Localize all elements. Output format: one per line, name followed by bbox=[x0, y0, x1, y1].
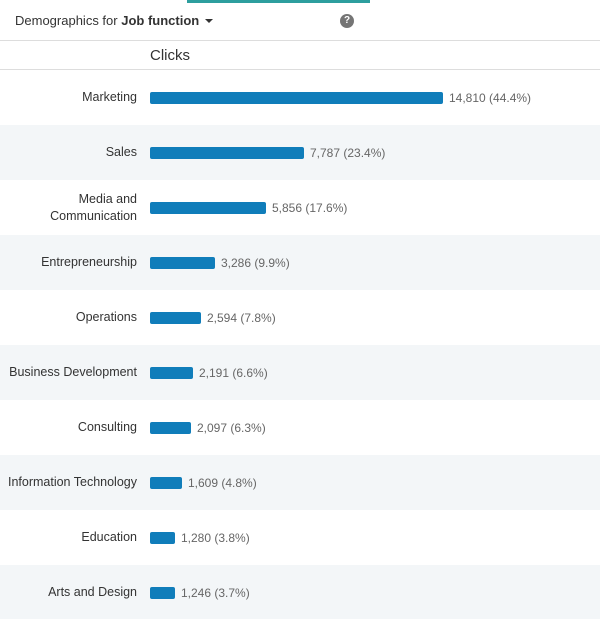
bar bbox=[150, 256, 215, 269]
bar-area: 5,856 (17.6%) bbox=[150, 201, 600, 215]
page-title: Demographics for Job function bbox=[15, 12, 214, 28]
value-label: 7,787 (23.4%) bbox=[310, 145, 386, 160]
table-row: Education 1,280 (3.8%) bbox=[0, 510, 600, 565]
table-row: Consulting 2,097 (6.3%) bbox=[0, 400, 600, 455]
bar bbox=[150, 531, 175, 544]
value-label: 2,191 (6.6%) bbox=[199, 365, 268, 380]
category-label: Consulting bbox=[77, 420, 137, 435]
value-label: 3,286 (9.9%) bbox=[221, 255, 290, 270]
category-label: Business Development bbox=[9, 365, 137, 380]
category-label: Operations bbox=[75, 310, 137, 325]
title-prefix: Demographics for bbox=[15, 12, 118, 28]
bar bbox=[150, 146, 304, 159]
category-label: Sales bbox=[105, 145, 137, 160]
bar bbox=[150, 421, 191, 434]
bar bbox=[150, 201, 266, 214]
value-label: 1,246 (3.7%) bbox=[181, 585, 250, 600]
bar-area: 1,609 (4.8%) bbox=[150, 476, 600, 490]
bar-area: 2,594 (7.8%) bbox=[150, 311, 600, 325]
value-label: 1,609 (4.8%) bbox=[188, 475, 257, 490]
job-function-dropdown-label: Job function bbox=[121, 12, 200, 28]
table-row: Media and Communication 5,856 (17.6%) bbox=[0, 180, 600, 235]
job-function-dropdown[interactable]: Job function bbox=[121, 12, 214, 28]
clicks-column-label: Clicks bbox=[150, 46, 190, 64]
table-row: Entrepreneurship 3,286 (9.9%) bbox=[0, 235, 600, 290]
category-label: Information Technology bbox=[7, 475, 137, 490]
bar-area: 14,810 (44.4%) bbox=[150, 91, 600, 105]
bar-area: 2,191 (6.6%) bbox=[150, 366, 600, 380]
bar-area: 3,286 (9.9%) bbox=[150, 256, 600, 270]
category-label: Arts and Design bbox=[48, 585, 137, 600]
table-row: Marketing 14,810 (44.4%) bbox=[0, 70, 600, 125]
table-row: Information Technology 1,609 (4.8%) bbox=[0, 455, 600, 510]
bar bbox=[150, 476, 182, 489]
chevron-down-icon bbox=[205, 18, 214, 23]
bar-area: 2,097 (6.3%) bbox=[150, 421, 600, 435]
value-label: 1,280 (3.8%) bbox=[181, 530, 250, 545]
bar-area: 7,787 (23.4%) bbox=[150, 146, 600, 160]
category-label: Marketing bbox=[82, 90, 137, 105]
table-row: Arts and Design 1,246 (3.7%) bbox=[0, 565, 600, 619]
value-label: 2,594 (7.8%) bbox=[207, 310, 276, 325]
column-header-row: Clicks bbox=[0, 41, 600, 70]
bar bbox=[150, 311, 201, 324]
category-label: Entrepreneurship bbox=[41, 255, 137, 270]
category-label: Media and Communication bbox=[50, 191, 137, 223]
active-tab-indicator bbox=[187, 0, 370, 3]
bar-area: 1,246 (3.7%) bbox=[150, 586, 600, 600]
value-label: 2,097 (6.3%) bbox=[197, 420, 266, 435]
table-row: Sales 7,787 (23.4%) bbox=[0, 125, 600, 180]
value-label: 14,810 (44.4%) bbox=[449, 90, 532, 105]
bar bbox=[150, 366, 193, 379]
table-row: Operations 2,594 (7.8%) bbox=[0, 290, 600, 345]
table-row: Business Development 2,191 (6.6%) bbox=[0, 345, 600, 400]
category-label: Education bbox=[81, 530, 137, 545]
bar-area: 1,280 (3.8%) bbox=[150, 531, 600, 545]
bar bbox=[150, 586, 175, 599]
card-header: Demographics for Job function ? bbox=[0, 0, 600, 41]
value-label: 5,856 (17.6%) bbox=[272, 200, 348, 215]
help-icon[interactable]: ? bbox=[340, 14, 354, 28]
bar-chart: Marketing 14,810 (44.4%) Sales 7,787 (23… bbox=[0, 70, 600, 619]
bar bbox=[150, 91, 443, 104]
